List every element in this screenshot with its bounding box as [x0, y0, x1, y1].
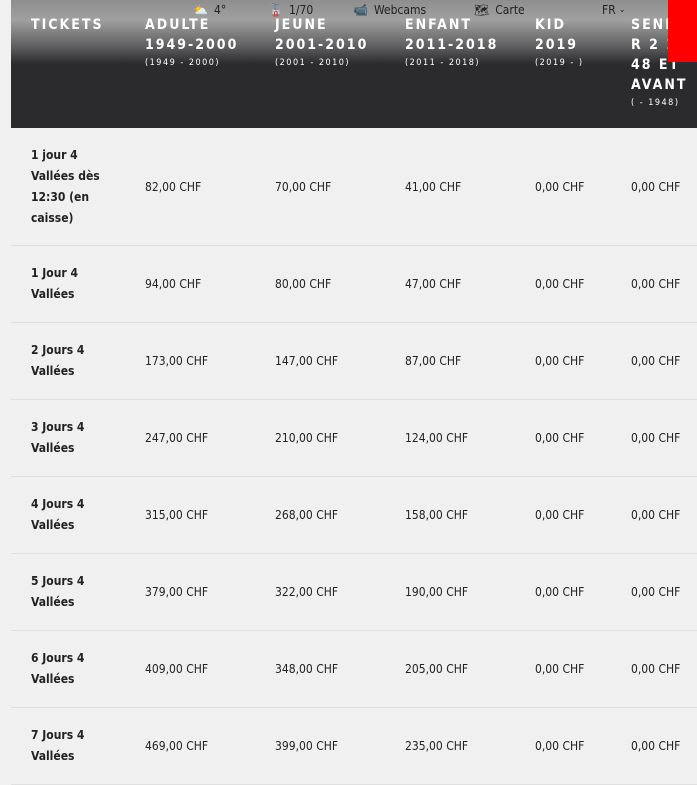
map-link[interactable]: 🗺 Carte: [474, 3, 525, 17]
price-cell: 0,00 CHF: [535, 585, 585, 599]
price-cell: 0,00 CHF: [535, 662, 585, 676]
header-jeune: JEUNE 2001-2010 (2001 - 2010): [275, 17, 369, 68]
language-selector[interactable]: FR ⌄: [602, 3, 626, 17]
ticket-name: 2 Jours 4 Vallées: [31, 343, 85, 378]
price-cell: 268,00 CHF: [275, 508, 339, 522]
chevron-down-icon: ⌄: [618, 5, 626, 15]
map-label: Carte: [495, 3, 525, 17]
price-cell: 469,00 CHF: [145, 739, 209, 753]
price-cell: 205,00 CHF: [405, 662, 469, 676]
table-row: 7 Jours 4 Vallées 469,00 CHF 399,00 CHF 235…: [11, 708, 697, 785]
camera-icon: 📹: [353, 3, 368, 17]
price-cell: 0,00 CHF: [535, 739, 585, 753]
language-label: FR: [602, 3, 616, 17]
map-icon: 🗺: [474, 3, 490, 17]
top-bar: ⛅ 4° 🚡 1/70 📹 Webcams 🗺 Carte FR ⌄: [0, 3, 697, 23]
weather-icon: ⛅: [193, 3, 208, 17]
price-cell: 0,00 CHF: [535, 431, 585, 445]
price-cell: 190,00 CHF: [405, 585, 469, 599]
ticket-name: 7 Jours 4 Vallées: [31, 728, 85, 763]
webcams-label: Webcams: [373, 3, 427, 17]
header-kid: KID 2019 (2019 - ): [535, 17, 584, 68]
price-cell: 0,00 CHF: [631, 508, 681, 522]
menu-button[interactable]: [668, 0, 697, 62]
table-row: 2 Jours 4 Vallées 173,00 CHF 147,00 CHF 87,…: [11, 323, 697, 400]
price-cell: 379,00 CHF: [145, 585, 209, 599]
price-cell: 322,00 CHF: [275, 585, 339, 599]
price-cell: 0,00 CHF: [535, 354, 585, 368]
table-row: 1 jour 4 Vallées dès 12:30 (en caisse) 82…: [11, 128, 697, 246]
price-cell: 0,00 CHF: [631, 585, 681, 599]
ticket-name: 5 Jours 4 Vallées: [31, 574, 85, 609]
ticket-price-table: TICKETS ADULTE 1949-2000 (1949 - 2000) JE…: [11, 0, 697, 785]
price-cell: 0,00 CHF: [535, 179, 585, 194]
price-cell: 0,00 CHF: [631, 179, 681, 194]
ticket-name: 1 Jour 4 Vallées: [31, 266, 78, 301]
price-cell: 0,00 CHF: [631, 662, 681, 676]
table-row: 1 Jour 4 Vallées 94,00 CHF 80,00 CHF 47,00 …: [11, 246, 697, 323]
table-row: 5 Jours 4 Vallées 379,00 CHF 322,00 CHF 190…: [11, 554, 697, 631]
price-cell: 399,00 CHF: [275, 739, 339, 753]
price-cell: 235,00 CHF: [405, 739, 469, 753]
header-tickets: TICKETS: [31, 17, 104, 33]
weather-temp: 4°: [213, 3, 227, 17]
gondola-icon: 🚡: [268, 3, 283, 17]
price-cell: 0,00 CHF: [535, 277, 585, 291]
price-cell: 94,00 CHF: [145, 277, 202, 291]
price-cell: 80,00 CHF: [275, 277, 332, 291]
price-cell: 82,00 CHF: [145, 179, 202, 194]
ticket-name: 1 jour 4 Vallées dès 12:30 (en caisse): [31, 147, 100, 225]
price-cell: 0,00 CHF: [631, 431, 681, 445]
price-cell: 70,00 CHF: [275, 179, 332, 194]
price-cell: 147,00 CHF: [275, 354, 339, 368]
ticket-name: 4 Jours 4 Vallées: [31, 497, 85, 532]
lifts-link[interactable]: 🚡 1/70: [268, 3, 313, 17]
price-cell: 0,00 CHF: [535, 508, 585, 522]
price-cell: 41,00 CHF: [405, 179, 462, 194]
price-cell: 124,00 CHF: [405, 431, 469, 445]
price-cell: 47,00 CHF: [405, 277, 462, 291]
ticket-name: 6 Jours 4 Vallées: [31, 651, 85, 686]
price-cell: 0,00 CHF: [631, 277, 681, 291]
price-cell: 210,00 CHF: [275, 431, 339, 445]
webcams-link[interactable]: 📹 Webcams: [353, 3, 426, 17]
table-row: 4 Jours 4 Vallées 315,00 CHF 268,00 CHF 158…: [11, 477, 697, 554]
table-row: 6 Jours 4 Vallées 409,00 CHF 348,00 CHF 205…: [11, 631, 697, 708]
header-enfant: ENFANT 2011-2018 (2011 - 2018): [405, 17, 499, 68]
lifts-open: 1/70: [288, 3, 314, 17]
table-row: 3 Jours 4 Vallées 247,00 CHF 210,00 CHF 124…: [11, 400, 697, 477]
price-cell: 247,00 CHF: [145, 431, 209, 445]
price-cell: 87,00 CHF: [405, 354, 462, 368]
price-cell: 0,00 CHF: [631, 354, 681, 368]
header-adulte: ADULTE 1949-2000 (1949 - 2000): [145, 17, 239, 68]
price-cell: 158,00 CHF: [405, 508, 469, 522]
ticket-name: 3 Jours 4 Vallées: [31, 420, 85, 455]
weather-link[interactable]: ⛅ 4°: [193, 3, 226, 17]
table-header: TICKETS ADULTE 1949-2000 (1949 - 2000) JE…: [11, 0, 697, 128]
price-cell: 348,00 CHF: [275, 662, 339, 676]
price-cell: 409,00 CHF: [145, 662, 209, 676]
price-cell: 0,00 CHF: [631, 739, 681, 753]
price-cell: 315,00 CHF: [145, 508, 209, 522]
price-cell: 173,00 CHF: [145, 354, 209, 368]
